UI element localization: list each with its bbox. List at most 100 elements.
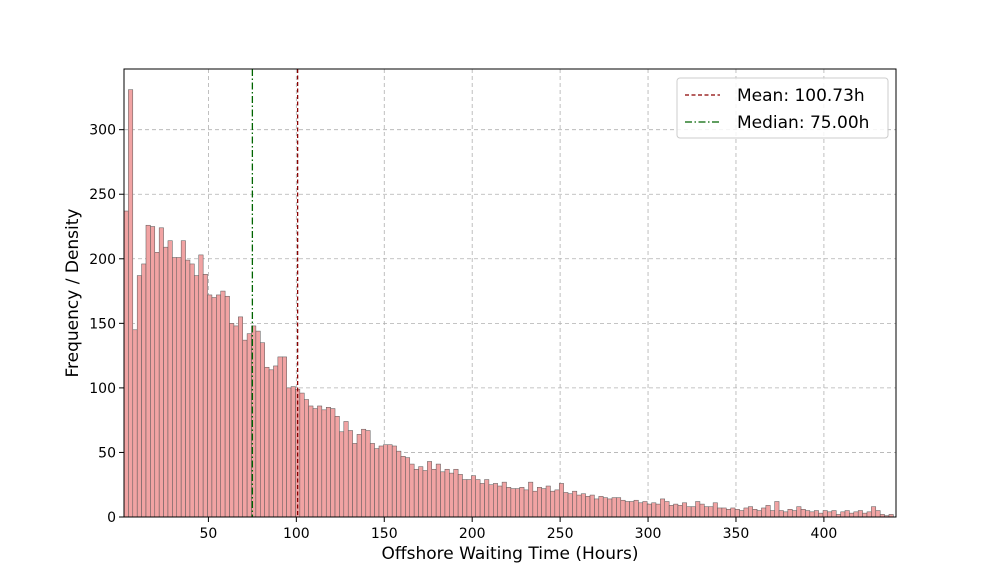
histogram-bar	[550, 490, 556, 518]
histogram-bar	[857, 510, 863, 518]
histogram-bar	[770, 510, 775, 518]
histogram-bar	[576, 494, 582, 518]
histogram-bar	[145, 224, 151, 518]
histogram-bar	[629, 501, 635, 518]
histogram-bar	[365, 430, 371, 518]
histogram-bar	[475, 479, 481, 518]
legend-box	[676, 77, 889, 139]
x-axis-label: Offshore Waiting Time (Hours)	[382, 544, 639, 564]
histogram-bar	[352, 443, 358, 518]
histogram-bar	[378, 445, 384, 518]
histogram-bar	[594, 498, 600, 518]
histogram-bar	[646, 503, 652, 518]
histogram-bar	[721, 507, 727, 518]
histogram-bar	[299, 392, 305, 518]
histogram-bar	[290, 386, 296, 518]
histogram-bar	[726, 509, 731, 518]
histogram-bar	[180, 240, 186, 518]
legend-median-label: Median: 75.00h	[737, 113, 869, 133]
y-tick-label: 250	[89, 187, 116, 203]
histogram-bar	[136, 275, 142, 518]
histogram-bar	[220, 290, 226, 518]
histogram-bar	[150, 226, 156, 518]
histogram-bar	[154, 252, 160, 518]
histogram-bar	[457, 474, 463, 518]
histogram-bar	[699, 503, 705, 518]
histogram-bar	[818, 512, 824, 518]
histogram-bar	[598, 496, 604, 518]
histogram-bar	[216, 294, 221, 518]
histogram-bar	[532, 490, 538, 518]
histogram-bar	[849, 512, 855, 518]
histogram-bar	[840, 511, 846, 518]
histogram-bar	[783, 511, 789, 518]
histogram-bar	[651, 502, 657, 518]
histogram-bar	[233, 325, 239, 518]
y-tick-label: 300	[89, 123, 116, 139]
histogram-bar	[743, 507, 749, 518]
histogram-bar	[462, 479, 468, 518]
histogram-bar	[488, 484, 494, 518]
plot-frame	[123, 68, 897, 518]
histogram-bar	[339, 431, 345, 518]
histogram-bar	[558, 483, 564, 518]
histogram-bar	[356, 434, 362, 518]
x-tick-label: 300	[635, 526, 662, 542]
x-tick-label: 50	[199, 526, 217, 542]
legend-mean-label: Mean: 100.73h	[737, 86, 865, 106]
histogram-bar	[607, 498, 613, 518]
histogram-bar	[875, 510, 881, 518]
histogram-bar	[813, 510, 819, 518]
histogram-bar	[312, 408, 318, 518]
histogram-bar	[440, 471, 446, 518]
x-tick-label: 400	[811, 526, 838, 542]
histogram-bar	[418, 466, 424, 518]
histogram-bar	[479, 483, 485, 518]
histogram-bar	[369, 443, 375, 518]
histogram-bar	[413, 468, 419, 518]
histogram-bar	[523, 489, 529, 518]
histogram-bar	[739, 510, 745, 518]
histogram-bar	[207, 294, 213, 518]
histogram-bar	[620, 499, 626, 518]
histogram-bar	[172, 257, 178, 518]
histogram-bar	[752, 509, 758, 518]
histogram-bar	[471, 475, 476, 518]
histogram-bar	[444, 468, 450, 518]
histogram-bar	[242, 339, 248, 518]
histogram-bar	[453, 468, 459, 518]
histogram-bar	[501, 481, 507, 518]
histogram-bar	[506, 487, 512, 518]
histogram-bar	[163, 246, 169, 518]
histogram-bar	[202, 274, 208, 518]
histogram-bar	[686, 506, 692, 518]
histogram-bar	[264, 366, 270, 518]
histogram-bar	[708, 506, 714, 518]
histogram-bar	[374, 448, 380, 518]
histogram-bar	[229, 323, 235, 518]
histogram-bar	[383, 444, 389, 518]
histogram-bar	[871, 506, 877, 518]
histogram-bar	[638, 502, 644, 518]
histogram-bar	[537, 487, 542, 518]
histogram-bar	[330, 408, 336, 518]
histogram-bar	[787, 509, 793, 518]
histogram-bar	[589, 494, 595, 518]
histogram-bar	[704, 506, 709, 518]
histogram-bar	[224, 295, 230, 518]
histogram-bar	[396, 450, 402, 518]
x-tick-label: 150	[371, 526, 398, 542]
histogram-bar	[321, 409, 327, 518]
histogram-bar	[765, 505, 771, 518]
histogram-bar	[286, 387, 292, 518]
y-tick-label: 150	[89, 316, 116, 332]
histogram-bar	[515, 488, 520, 518]
histogram-bar	[211, 297, 217, 518]
legend: Mean: 100.73h Median: 75.00h	[676, 77, 889, 139]
histogram-bar	[347, 430, 353, 518]
histogram-bar	[273, 365, 279, 518]
histogram-bar	[194, 275, 199, 518]
histogram-bar	[796, 506, 802, 518]
histogram-bar	[449, 472, 454, 518]
